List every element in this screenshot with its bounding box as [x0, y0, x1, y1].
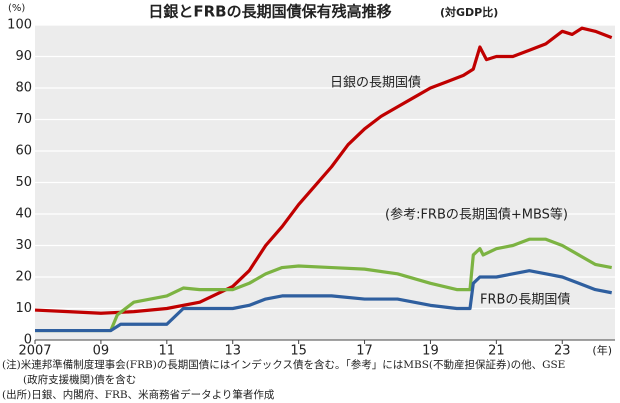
chart-title: 日銀とFRBの長期国債保有残高推移: [148, 3, 391, 21]
x-tick-label: 15: [290, 344, 307, 359]
x-tick-label: 21: [488, 344, 505, 359]
y-tick-label: 40: [15, 207, 32, 222]
line: [34, 26, 613, 315]
line: [35, 237, 613, 333]
legend-label: (参考:FRBの長期国債+MBS等): [385, 207, 568, 223]
y-tick-label: 70: [15, 112, 32, 127]
y-tick-label: 0: [24, 333, 32, 348]
y-tick-label: 80: [15, 81, 32, 96]
x-tick-label: 17: [356, 344, 373, 359]
y-tick-label: 90: [15, 49, 32, 64]
y-tick-label: 100: [7, 18, 32, 33]
note: (出所)日銀、内閣府、FRB、米商務省データより筆者作成: [2, 388, 275, 401]
x-tick-label: 09: [93, 344, 110, 359]
x-unit: (年): [592, 343, 612, 357]
x-tick-label: 11: [159, 344, 176, 359]
x-tick-label: 13: [224, 344, 241, 359]
title-note: (対GDP比): [440, 5, 498, 19]
x-tick-label: 19: [422, 344, 439, 359]
legend-label: 日銀の長期国債: [330, 76, 421, 91]
y-tick-label: 10: [15, 301, 32, 316]
y-unit: (%): [8, 3, 25, 14]
line: [35, 269, 613, 333]
y-tick-label: 50: [15, 175, 32, 190]
x-tick-label: 2007: [18, 344, 51, 359]
note: (政府支援機関)債を含む: [2, 373, 136, 386]
x-tick-label: 23: [554, 344, 571, 359]
note: (注)米連邦準備制度理事会(FRB)の長期国債にはインデックス債を含む。「参考」…: [2, 358, 565, 371]
y-tick-label: 30: [15, 238, 32, 253]
legend-label: FRBの長期国債: [480, 293, 570, 308]
y-tick-label: 60: [15, 144, 32, 159]
y-tick-label: 20: [15, 270, 32, 285]
